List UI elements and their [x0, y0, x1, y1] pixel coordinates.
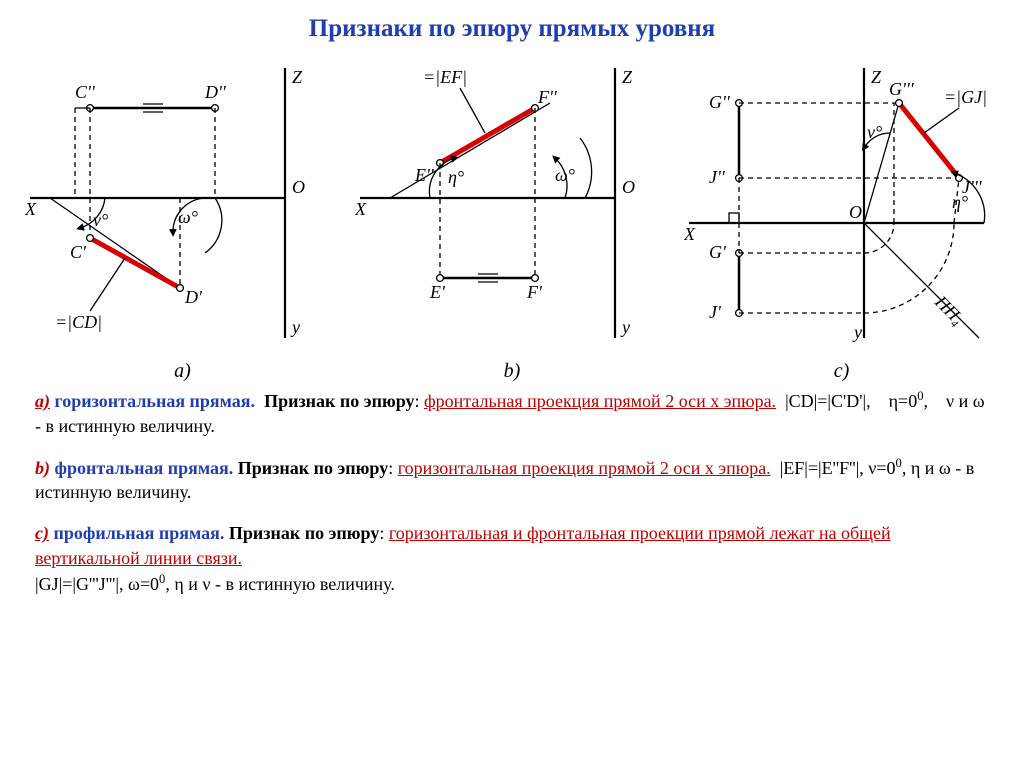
svg-text:X: X	[355, 199, 367, 219]
diagrams-row: X Z y O C'' D''	[0, 43, 1024, 383]
key-a: a)	[35, 391, 50, 411]
svg-text:O: O	[622, 177, 635, 197]
rest-c2: ω=00,	[128, 574, 170, 594]
svg-text:ν°: ν°	[867, 122, 882, 142]
rule-a: фронтальная проекция прямой 2 оси x эпюр…	[424, 391, 776, 411]
sign-b: Признак по эпюру	[238, 458, 388, 478]
name-b: фронтальная прямая.	[55, 458, 234, 478]
svg-text:D'': D''	[204, 82, 227, 102]
rest-c3: η и ν - в истинную величину.	[174, 574, 395, 594]
svg-text:J'': J''	[709, 167, 726, 187]
rule-b: горизонтальная проекция прямой 2 оси x э…	[398, 458, 771, 478]
svg-text:X: X	[684, 224, 696, 244]
caption-a: a)	[25, 360, 340, 383]
svg-text:ω°: ω°	[178, 207, 198, 227]
svg-text:X: X	[25, 199, 37, 219]
svg-text:E': E'	[429, 282, 446, 302]
svg-text:G''': G'''	[889, 79, 915, 99]
svg-text:Z: Z	[622, 67, 633, 87]
diagram-a: X Z y O C'' D''	[25, 53, 340, 383]
svg-text:C'': C''	[75, 82, 96, 102]
name-a: горизонтальная прямая.	[55, 391, 256, 411]
rest-a2: η=00,	[889, 391, 928, 411]
svg-text:y: y	[290, 317, 300, 337]
diagram-c: X Z y O ПП₄ G'' J'' G' J'	[684, 53, 999, 383]
svg-text:y: y	[852, 322, 862, 342]
para-b: b) фронтальная прямая. Признак по эпюру:…	[35, 455, 989, 506]
svg-text:E'': E''	[414, 165, 435, 185]
rest-a1: |CD|=|C'D'|,	[785, 391, 871, 411]
page-title: Признаки по эпюру прямых уровня	[0, 0, 1024, 43]
rest-c1: |GJ|=|G'''J'''|,	[35, 574, 124, 594]
key-c: c)	[35, 523, 49, 543]
svg-text:ω°: ω°	[555, 165, 575, 185]
key-b: b)	[35, 458, 50, 478]
svg-text:=|CD|: =|CD|	[55, 312, 102, 332]
para-a: a) горизонтальная прямая. Признак по эпю…	[35, 388, 989, 439]
svg-text:ν°: ν°	[93, 210, 108, 230]
rest-b1: |EF|=|E''F''|,	[780, 458, 864, 478]
sign-c: Признак по эпюру	[229, 523, 379, 543]
svg-text:Z: Z	[871, 67, 882, 87]
diagram-b-svg: X Z y O E'' F'' E'	[355, 53, 670, 383]
svg-text:F'': F''	[537, 87, 558, 107]
svg-text:G': G'	[709, 242, 727, 262]
svg-text:η°: η°	[952, 192, 968, 212]
svg-text:G'': G''	[709, 92, 731, 112]
svg-text:C': C'	[70, 242, 87, 262]
caption-b: b)	[355, 360, 670, 383]
diagram-c-svg: X Z y O ПП₄ G'' J'' G' J'	[684, 53, 999, 383]
para-c: c) профильная прямая. Признак по эпюру: …	[35, 521, 989, 596]
rest-b2: ν=00,	[868, 458, 906, 478]
svg-text:Z: Z	[292, 67, 303, 87]
text-block: a) горизонтальная прямая. Признак по эпю…	[0, 383, 1024, 597]
diagram-a-svg: X Z y O C'' D''	[25, 53, 340, 383]
svg-text:=|EF|: =|EF|	[423, 67, 467, 87]
svg-text:=|GJ|: =|GJ|	[944, 87, 987, 107]
svg-text:J': J'	[709, 302, 722, 322]
caption-c: c)	[684, 360, 999, 383]
svg-text:O: O	[292, 177, 305, 197]
svg-text:η°: η°	[448, 167, 464, 187]
svg-text:O: O	[849, 202, 862, 222]
sign-a: Признак по эпюру	[264, 391, 414, 411]
name-c: профильная прямая.	[53, 523, 224, 543]
svg-text:D': D'	[184, 287, 203, 307]
svg-text:F': F'	[526, 282, 543, 302]
diagram-b: X Z y O E'' F'' E'	[355, 53, 670, 383]
svg-text:ПП₄: ПП₄	[930, 291, 968, 329]
svg-text:y: y	[620, 317, 630, 337]
